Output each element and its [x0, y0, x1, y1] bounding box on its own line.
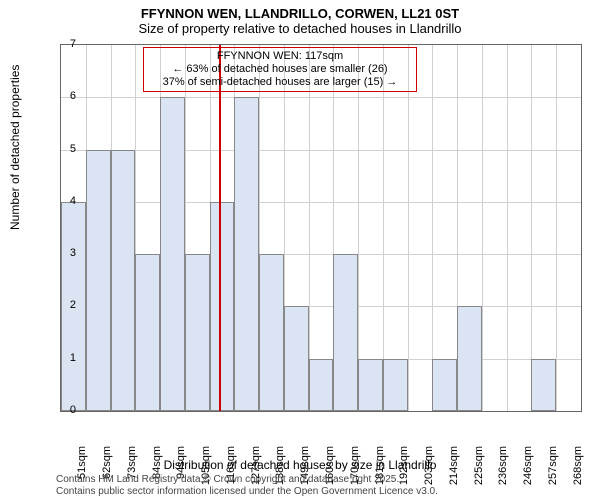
footer-line2: Contains public sector information licen… — [56, 486, 438, 498]
bar — [333, 254, 358, 411]
bar — [210, 202, 235, 411]
bar — [185, 254, 210, 411]
histogram-chart: FFYNNON WEN, LLANDRILLO, CORWEN, LL21 0S… — [0, 0, 600, 500]
annotation-line3: 37% of semi-detached houses are larger (… — [150, 76, 410, 89]
bar — [432, 359, 457, 411]
bar — [234, 97, 259, 411]
y-tick-label: 1 — [46, 352, 76, 364]
grid-line — [61, 202, 581, 203]
grid-line — [556, 45, 557, 411]
footer-attribution: Contains HM Land Registry data © Crown c… — [56, 474, 438, 498]
bar — [135, 254, 160, 411]
bar — [284, 306, 309, 411]
bar — [457, 306, 482, 411]
annotation-line1: FFYNNON WEN: 117sqm — [150, 50, 410, 63]
grid-line — [309, 45, 310, 411]
y-tick-label: 3 — [46, 247, 76, 259]
y-axis-label: Number of detached properties — [8, 65, 22, 230]
grid-line — [531, 45, 532, 411]
bar — [259, 254, 284, 411]
bar — [531, 359, 556, 411]
grid-line — [408, 45, 409, 411]
bar — [160, 97, 185, 411]
bar — [358, 359, 383, 411]
bar — [111, 150, 136, 411]
y-tick-label: 0 — [46, 404, 76, 416]
bar — [86, 150, 111, 411]
chart-title-line1: FFYNNON WEN, LLANDRILLO, CORWEN, LL21 0S… — [0, 0, 600, 21]
y-tick-label: 4 — [46, 195, 76, 207]
grid-line — [482, 45, 483, 411]
y-tick-label: 2 — [46, 299, 76, 311]
grid-line — [507, 45, 508, 411]
grid-line — [358, 45, 359, 411]
y-tick-label: 5 — [46, 143, 76, 155]
y-tick-label: 7 — [46, 38, 76, 50]
chart-title-line2: Size of property relative to detached ho… — [0, 21, 600, 40]
reference-line — [219, 45, 221, 411]
grid-line — [432, 45, 433, 411]
annotation-box: FFYNNON WEN: 117sqm← 63% of detached hou… — [143, 47, 417, 92]
footer-line1: Contains HM Land Registry data © Crown c… — [56, 474, 438, 486]
x-axis-label: Distribution of detached houses by size … — [0, 458, 600, 472]
annotation-line2: ← 63% of detached houses are smaller (26… — [150, 63, 410, 76]
grid-line — [61, 150, 581, 151]
bar — [309, 359, 334, 411]
bar — [383, 359, 408, 411]
grid-line — [61, 97, 581, 98]
plot-area: FFYNNON WEN: 117sqm← 63% of detached hou… — [60, 44, 582, 412]
y-tick-label: 6 — [46, 90, 76, 102]
grid-line — [383, 45, 384, 411]
